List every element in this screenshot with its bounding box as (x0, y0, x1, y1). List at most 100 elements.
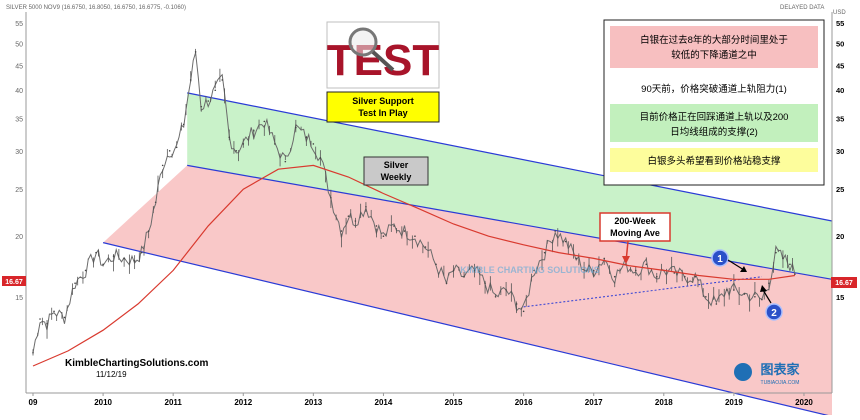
ma-label-arrowhead (622, 256, 630, 264)
price-point (505, 289, 507, 291)
ticker-label: SILVER 5000 NOV9 (16.6750, 16.8050, 16.6… (6, 5, 186, 11)
price-point (726, 289, 728, 291)
price-point (743, 293, 746, 295)
price-point (603, 257, 606, 260)
price-badge-right-bg (831, 277, 857, 288)
price-badge-right-text: 16.67 (835, 280, 853, 287)
x-tick-2015: 2015 (445, 398, 463, 407)
price-point (375, 225, 378, 227)
price-point (161, 164, 164, 167)
price-point (634, 269, 637, 272)
note-3-line1: 目前价格正在回踩通道上轨以及200 (640, 111, 789, 123)
price-point (365, 205, 367, 208)
y-tick-right-15: 15 (836, 293, 844, 302)
price-point (140, 251, 143, 254)
logo-watermark: 图表家 TUBIAOJIA.COM (734, 362, 800, 386)
price-point (761, 298, 763, 301)
marker-1-arrow (727, 259, 745, 271)
price-point (645, 263, 648, 266)
price-point (330, 197, 332, 199)
y-tick-left-30: 30 (15, 149, 23, 156)
note-3-line2: 日均线组成的支撑(2) (670, 126, 758, 138)
x-tick-2018: 2018 (655, 398, 673, 407)
support-label-line2: Test In Play (358, 108, 407, 118)
x-tick-2011: 2011 (165, 398, 183, 407)
price-point (794, 273, 796, 275)
price-point (347, 215, 350, 217)
price-point (564, 240, 567, 243)
price-point (414, 235, 416, 238)
y-tick-left-45: 45 (15, 63, 23, 70)
marker-2-arrowhead (760, 285, 767, 292)
marker-1-arrowhead (740, 266, 747, 272)
price-badge-left-bg (2, 276, 26, 286)
price-point (782, 257, 784, 260)
weekly-label-box: Silver Weekly (363, 156, 429, 186)
price-point (554, 230, 556, 232)
price-badge-left-text: 16.67 (5, 279, 23, 286)
x-tick-2012: 2012 (234, 398, 252, 407)
channel-red-band-left (103, 165, 188, 263)
price-point (252, 129, 255, 132)
price-point (319, 157, 322, 159)
y-tick-left-40: 40 (15, 88, 23, 95)
price-point (221, 79, 224, 81)
watermark-center: KIMBLE CHARTING SOLUTIONS (460, 265, 600, 275)
logo-watermark-url: TUBIAOJIA.COM (761, 380, 800, 386)
price-point (452, 269, 455, 272)
price-point (95, 251, 97, 254)
y-tick-left-35: 35 (15, 116, 23, 123)
price-point (715, 303, 718, 305)
note-4: 白银多头希望看到价格站稳支撑 (647, 155, 781, 167)
logo-watermark-icon (734, 363, 752, 381)
price-point (214, 89, 217, 92)
notes-panel: 白银在过去8年的大部分时间里处于 较低的下降通道之中 90天前，价格突破通道上轨… (603, 19, 825, 186)
channel-lower-line (102, 242, 833, 418)
currency-label: USD (833, 10, 846, 16)
support-label-line1: Silver Support (352, 96, 414, 106)
moving-average-line (32, 164, 795, 367)
weekly-label-line2: Weekly (381, 172, 412, 182)
price-badge-right: 16.67 (831, 277, 857, 288)
channel-top-line (187, 92, 833, 222)
marker-2-arrow (762, 289, 772, 304)
y-tick-right-25: 25 (836, 185, 844, 194)
x-tick-2014: 2014 (375, 398, 393, 407)
ma-label-line1: 200-Week (614, 216, 656, 226)
price-point (393, 225, 395, 227)
price-point (382, 235, 385, 238)
y-tick-right-45: 45 (836, 61, 844, 70)
support-trend-line (523, 276, 762, 308)
marker-1-text: 1 (717, 254, 723, 265)
price-point (168, 150, 171, 152)
price-point (284, 160, 287, 163)
price-point (484, 282, 486, 285)
price-point (435, 263, 437, 266)
price-point (295, 126, 297, 129)
price-point (133, 259, 136, 262)
price-point (403, 230, 406, 232)
price-point (84, 269, 87, 272)
price-point (592, 269, 595, 272)
note-1-line2: 较低的下降通道之中 (671, 49, 757, 61)
price-point (522, 310, 525, 313)
price-point (53, 310, 55, 313)
price-point (123, 257, 125, 260)
price-point (312, 143, 315, 145)
price-point (789, 263, 791, 266)
price-point (694, 275, 697, 278)
price-point (189, 79, 192, 81)
price-point (200, 105, 203, 108)
price-point (445, 282, 448, 285)
y-tick-left-50: 50 (15, 41, 23, 48)
ma-label-bg (599, 212, 671, 242)
y-tick-left-20: 20 (15, 234, 23, 241)
marker-2: 2 (760, 285, 783, 321)
price-point (684, 275, 686, 278)
price-point (235, 150, 238, 152)
y-tick-left-15: 15 (15, 295, 23, 302)
price-point (207, 100, 210, 102)
price-point (655, 275, 658, 278)
marker-2-text: 2 (771, 308, 777, 319)
